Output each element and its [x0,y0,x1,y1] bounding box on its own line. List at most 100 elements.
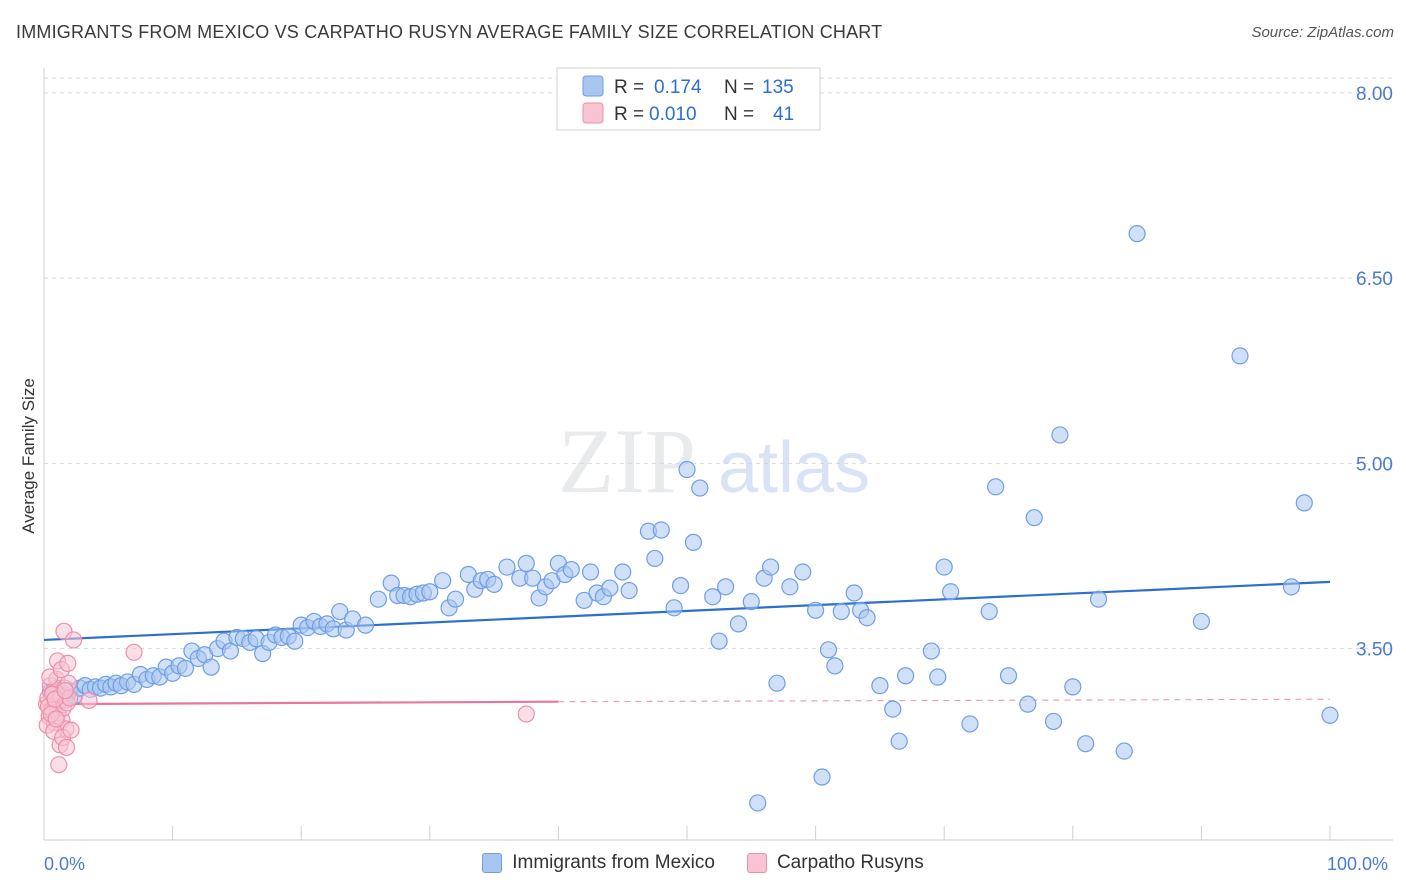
data-point-mexico [871,677,889,695]
data-point-mexico [935,558,953,576]
legend-swatch-rusyns [746,853,767,873]
legend-n-label-1: N = [724,77,754,98]
y-tick-label: 3.50 [1356,640,1393,661]
data-point-mexico [794,563,812,581]
data-point-rusyns [50,756,68,774]
bottom-legend: Immigrants from Mexico Carpatho Rusyns [0,852,1406,874]
data-point-mexico [1115,742,1133,760]
data-point-mexico [652,521,670,539]
legend-swatch-pink [582,102,604,124]
data-point-mexico [678,460,696,479]
data-point-mexico [601,579,619,597]
data-point-mexico [421,583,439,601]
data-point-mexico [1192,612,1211,631]
x-tick-label-max: 100.0% [1327,854,1388,874]
data-point-mexico [446,590,465,608]
legend-r-label-2: R = [614,104,644,125]
data-point-mexico [434,572,452,590]
data-point-rusyns [56,681,74,700]
data-point-mexico [356,616,375,634]
data-point-mexico [1044,712,1063,731]
data-point-mexico [1295,494,1313,512]
data-point-mexico [884,700,902,718]
data-point-mexico [524,569,542,587]
data-point-mexico [1077,735,1095,753]
data-point-rusyns [64,631,83,649]
legend-n-value-1: 135 [762,77,794,98]
data-point-mexico [517,554,535,572]
data-point-rusyns [517,705,535,723]
y-tick-label: 8.00 [1356,84,1393,105]
data-point-mexico [369,590,387,608]
data-point-mexico [845,584,863,602]
data-point-mexico [176,659,195,677]
y-axis-label: Average Family Size [19,378,38,534]
gridlines: 3.50 5.00 6.50 8.00 [44,77,1393,661]
trend-line-mexico [43,580,1331,642]
data-point-rusyns [57,738,76,756]
source-label: Source: ZipAtlas.com [1251,24,1394,41]
data-point-mexico [761,558,780,576]
data-point-mexico [806,601,825,619]
axes [43,68,1393,841]
data-point-mexico [749,794,767,812]
data-point-rusyns [62,721,80,739]
data-point-mexico [1128,225,1146,243]
legend-r-value-2: 0.010 [649,104,697,125]
stats-legend: R = 0.174 N = 135 R = 0.010 N = 41 [556,67,821,131]
data-point-mexico [710,632,728,650]
data-point-mexico [813,768,831,786]
data-point-mexico [286,632,304,650]
data-point-mexico [961,715,979,733]
data-point-mexico [562,560,580,579]
data-point-mexico [929,668,947,686]
data-point-mexico [1282,578,1301,596]
trend-line-rusyns [43,700,559,706]
data-point-rusyns [59,654,77,673]
data-point-mexico [768,674,786,692]
data-point-mexico [498,558,516,576]
y-tick-label: 6.50 [1356,269,1393,290]
data-point-mexico [729,615,748,633]
data-point-mexico [832,602,850,621]
data-point-rusyns [125,643,143,661]
data-point-mexico [1051,426,1069,444]
legend-r-label-1: R = [614,77,644,98]
data-point-mexico [671,577,690,595]
trend-line-rusyns-extrapolated [558,698,1331,703]
data-point-mexico [890,732,908,750]
data-point-mexico [665,599,683,617]
data-point-mexico [620,581,638,600]
legend-r-value-1: 0.174 [654,77,702,98]
data-point-mexico [331,602,349,621]
data-point-mexico [742,593,760,611]
data-point-mexico [897,667,915,685]
trend-lines [43,580,1331,706]
data-point-mexico [1019,695,1037,713]
data-point-mexico [614,563,632,581]
legend-item-carpatho-rusyns[interactable]: Carpatho Rusyns [746,852,924,874]
watermark-zip: ZIP [558,410,696,512]
legend-item-immigrants-from-mexico[interactable]: Immigrants from Mexico [482,852,715,874]
data-point-mexico [202,658,220,676]
legend-label-mexico: Immigrants from Mexico [512,852,715,873]
series-immigrants-from-mexico [41,225,1339,812]
data-point-mexico [646,549,664,568]
data-point-mexico [980,602,998,621]
data-point-mexico [691,479,709,497]
data-point-mexico [575,591,593,610]
data-point-mexico [987,478,1005,496]
data-point-mexico [704,588,722,606]
data-point-mexico [485,575,503,593]
chart-title: IMMIGRANTS FROM MEXICO VS CARPATHO RUSYN… [16,22,883,42]
data-point-mexico [684,533,703,551]
y-tick-label: 5.00 [1356,454,1393,475]
legend-swatch-mexico [482,853,503,873]
data-point-mexico [999,667,1018,685]
data-point-mexico [781,578,799,596]
legend-swatch-blue [582,75,604,97]
data-point-mexico [1025,509,1043,527]
data-point-rusyns [47,710,65,728]
data-point-mexico [716,578,735,596]
